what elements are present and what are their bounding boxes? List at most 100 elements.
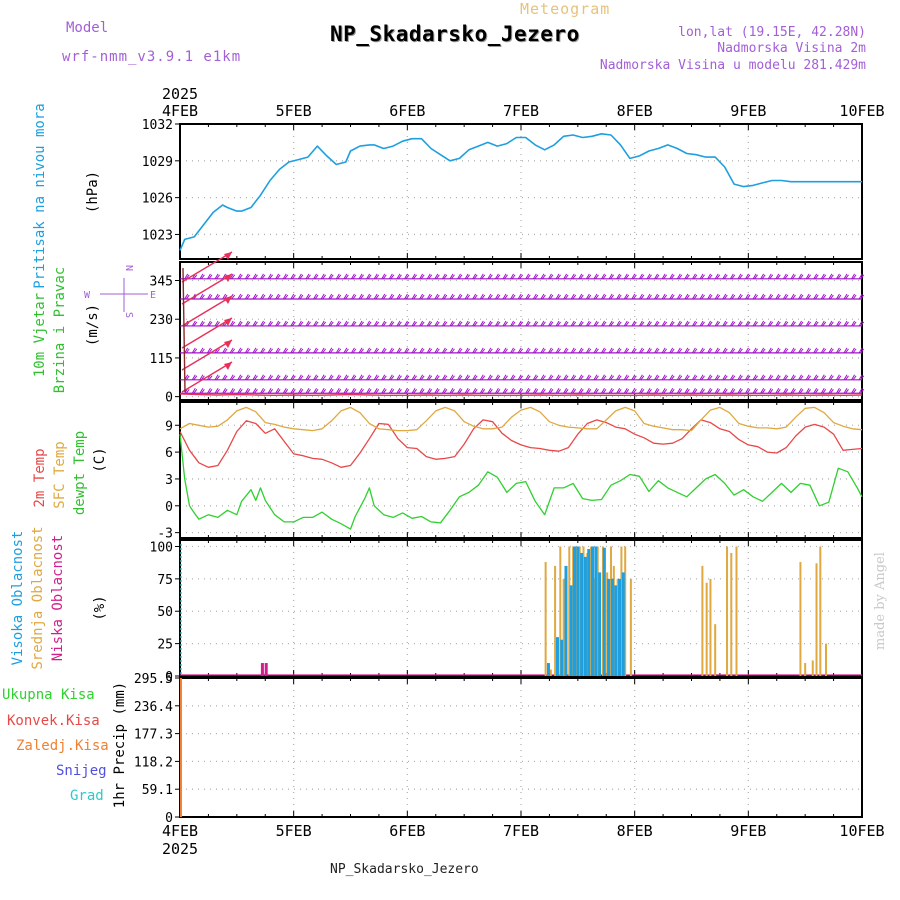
wind-barb <box>708 388 713 394</box>
wind-barb <box>335 320 340 327</box>
wind-barb <box>532 293 537 300</box>
wind-barb <box>441 293 446 300</box>
wind-barb <box>307 348 311 354</box>
wind-barb <box>487 273 492 280</box>
wind-barb <box>625 348 630 354</box>
wind-barb <box>435 388 440 394</box>
wind-barb <box>746 321 751 327</box>
model-elevation: Nadmorska Visina u modelu 281.429m <box>599 58 866 73</box>
wind-barb <box>344 274 349 280</box>
wind-barb <box>305 347 310 354</box>
wind-barb <box>572 348 577 354</box>
x-tick-label-bottom: 10FEB <box>839 822 884 840</box>
wind-barb <box>344 348 349 354</box>
wind-barb <box>792 375 796 381</box>
wind-barb <box>428 294 433 300</box>
panel-precipitation: 0 59.1 118.2 177.3 236.4 295.5 <box>134 672 863 826</box>
wind-barb <box>405 294 410 300</box>
wind-barb <box>534 348 539 354</box>
wind-barb <box>276 274 281 280</box>
wind-barb <box>504 294 508 300</box>
wind-barb <box>767 347 772 354</box>
wind-barb <box>792 294 796 300</box>
wind-barb <box>563 374 568 381</box>
panel-frame <box>179 401 863 539</box>
wind-barb <box>648 274 652 280</box>
wind-barb <box>441 374 446 381</box>
wind-barb <box>434 293 439 300</box>
wind-barb <box>511 294 516 300</box>
wind-barb <box>845 294 849 300</box>
wind-barb <box>381 320 386 327</box>
wind-barb <box>481 348 486 354</box>
wind-barb <box>754 388 758 394</box>
wind-barb <box>373 347 378 354</box>
wind-barb <box>860 274 865 280</box>
cloud-bar <box>614 585 618 676</box>
chart-subtitle: Meteogram <box>520 0 611 18</box>
wind-barb <box>404 388 408 394</box>
wind-barb <box>207 293 211 300</box>
wind-barb <box>472 388 477 394</box>
cloud-legend-mid: Srednja Oblacnost <box>30 526 46 669</box>
wind-barb <box>723 375 728 381</box>
wind-barb <box>623 320 628 327</box>
wind-barb <box>297 388 302 394</box>
wind-barb <box>534 388 539 394</box>
cloud-bar <box>549 669 552 676</box>
wind-barb <box>625 375 630 381</box>
wind-barb <box>269 348 273 354</box>
wind-barb <box>398 274 402 280</box>
wind-barb <box>798 374 802 381</box>
wind-barb <box>617 375 622 381</box>
cloud-bar <box>559 546 562 676</box>
cloud-bar <box>705 582 708 676</box>
wind-barb <box>616 320 621 327</box>
y-tick-label: 9 <box>165 419 173 434</box>
wind-barb <box>792 388 796 394</box>
wind-barb <box>761 375 766 381</box>
x-tick-label-top: 5FEB <box>276 102 312 120</box>
wind-barb <box>623 388 628 394</box>
wind-barb <box>782 293 787 300</box>
wind-barb <box>541 294 546 300</box>
wind-barb <box>799 274 804 280</box>
wind-barb <box>525 273 530 280</box>
wind-barb <box>799 375 804 381</box>
wind-barb <box>244 273 249 280</box>
wind-barb <box>496 348 501 354</box>
wind-barb <box>739 294 743 300</box>
wind-barb <box>670 388 675 394</box>
wind-barb <box>405 274 410 280</box>
wind-barb <box>623 347 628 354</box>
wind-barb <box>328 293 333 300</box>
wind-barb <box>564 375 569 381</box>
wind-barb <box>441 273 446 280</box>
wind-barb <box>623 374 628 381</box>
wind-barb <box>443 375 448 381</box>
wind-barb <box>246 375 251 381</box>
wind-barb <box>366 320 371 327</box>
wind-barb <box>282 374 287 381</box>
wind-barb <box>822 375 827 381</box>
wind-barb <box>655 294 660 300</box>
wind-barb <box>396 293 401 300</box>
wind-barb <box>261 348 266 354</box>
y-tick-label: -3 <box>157 527 173 542</box>
wind-barb <box>457 320 461 327</box>
wind-barb <box>366 347 371 354</box>
wind-barb <box>792 274 796 280</box>
wind-barb <box>343 347 348 354</box>
wind-barb <box>640 321 645 327</box>
wind-barb <box>344 375 349 381</box>
wind-barb <box>443 388 448 394</box>
wind-barb <box>382 348 387 354</box>
wind-legend-north: N <box>123 265 134 271</box>
wind-barb <box>329 321 334 327</box>
wind-barb <box>472 347 477 354</box>
wind-barb <box>375 294 380 300</box>
wind-barb <box>229 320 234 327</box>
wind-barb <box>632 274 637 280</box>
y-tick-label: 59.1 <box>142 783 173 798</box>
x-tick-label-top: 8FEB <box>617 102 653 120</box>
